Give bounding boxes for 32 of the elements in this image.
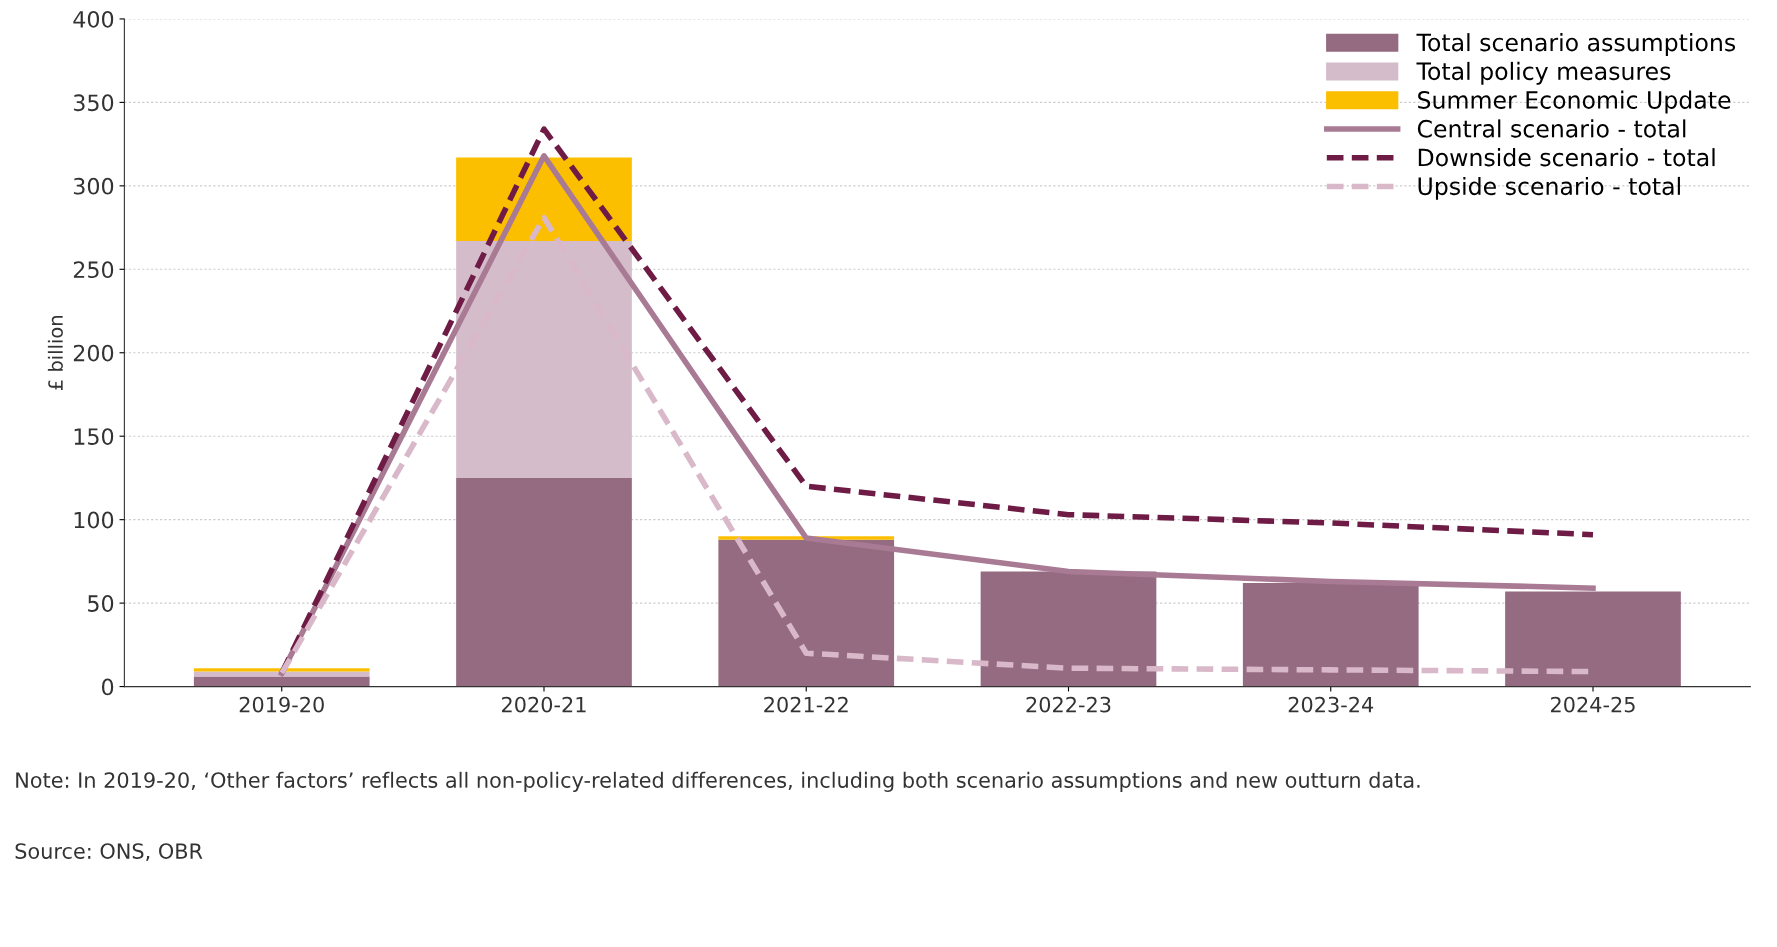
bar [193,668,370,672]
x-tick-label: 2020-21 [501,696,586,713]
legend-label: Summer Economic Update [1418,90,1731,114]
legend-label: Total scenario assumptions [1416,33,1736,56]
legend-label: Total policy measures [1416,61,1671,85]
x-tick-label: 2022-23 [1026,696,1111,713]
x-tick-label: 2024-25 [1551,696,1635,713]
legend-label: Central scenario - total [1417,119,1686,138]
y-tick-label: 100 [74,511,114,529]
y-tick-label: 200 [73,344,114,362]
y-tick-label: 50 [88,595,114,612]
bar [193,676,370,687]
bar [980,571,1157,687]
source-note: Source: ONS, OBR [15,843,203,862]
legend-label: Upside scenario - total [1418,176,1680,200]
y-tick-label: 300 [73,177,114,195]
y-tick-label: 0 [101,678,114,696]
bar [1242,583,1419,687]
text: Note: In 2019-20, ‘Other factors’ reflects all non-policy-related differences, including both scenario assumptions and new outturn data. [16,771,1420,792]
bar [1505,591,1681,687]
y-tick-label: 250 [73,261,114,279]
y-tick-label: 400 [73,10,114,28]
bar [456,240,632,478]
legend-label: Downside scenario - total [1418,148,1715,167]
y-tick-label: 150 [74,428,114,445]
y-axis-title: £ billion [47,316,63,390]
bar [718,539,895,687]
bar [456,477,632,687]
x-tick-label: 2023-24 [1288,696,1374,713]
x-tick-label: 2021-22 [764,696,848,713]
y-tick-label: 350 [73,94,114,112]
x-tick-label: 2019-20 [239,696,324,713]
